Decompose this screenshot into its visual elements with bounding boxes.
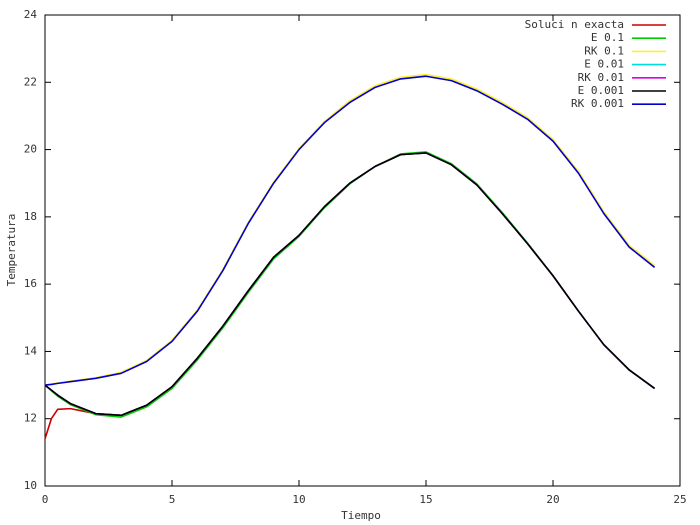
x-tick-label: 0 — [42, 493, 49, 506]
legend-label: E 0.001 — [578, 84, 624, 97]
legend-label: E 0.01 — [584, 58, 624, 71]
y-axis-label: Temperatura — [5, 214, 18, 287]
x-tick-label: 20 — [546, 493, 559, 506]
y-tick-label: 18 — [24, 210, 37, 223]
legend-label: E 0.1 — [591, 31, 624, 44]
series-line — [44, 73, 656, 386]
y-tick-label: 12 — [24, 412, 37, 425]
series-line — [44, 152, 656, 440]
y-tick-label: 14 — [24, 344, 38, 357]
x-tick-label: 15 — [419, 493, 432, 506]
x-tick-label: 25 — [673, 493, 686, 506]
x-tick-label: 5 — [169, 493, 176, 506]
series-line — [44, 75, 656, 386]
y-tick-label: 16 — [24, 277, 37, 290]
y-tick-label: 22 — [24, 75, 37, 88]
y-tick-label: 20 — [24, 143, 37, 156]
legend-label: RK 0.01 — [578, 71, 624, 84]
plot-frame — [44, 14, 681, 487]
series-line — [44, 151, 656, 418]
legend-label: RK 0.001 — [571, 97, 624, 110]
y-tick-label: 10 — [24, 479, 37, 492]
series-line — [44, 152, 656, 417]
x-axis-label: Tiempo — [341, 509, 381, 522]
legend-label: RK 0.1 — [584, 44, 624, 57]
legend-label: Soluci n exacta — [525, 18, 624, 31]
series-line — [44, 152, 656, 417]
y-tick-label: 24 — [24, 8, 38, 21]
x-tick-label: 10 — [292, 493, 305, 506]
series-line — [44, 152, 656, 417]
